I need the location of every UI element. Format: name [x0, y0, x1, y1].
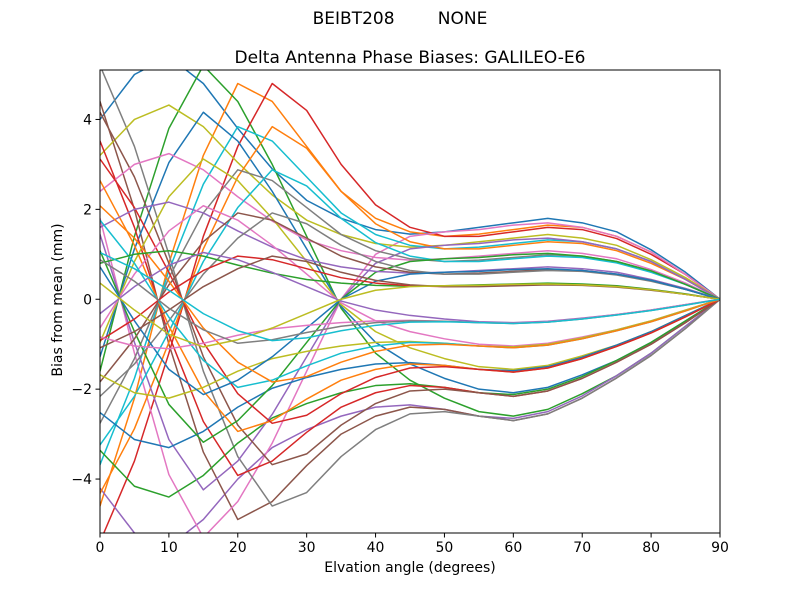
series-line [100, 266, 720, 396]
x-tick-label: 0 [96, 540, 105, 556]
x-tick-label: 10 [160, 540, 178, 556]
series-line [100, 298, 720, 498]
y-tick-label: −4 [71, 472, 92, 488]
axes-title: Delta Antenna Phase Biases: GALILEO-E6 [234, 48, 586, 68]
axes-layer: 0 10 20 30 40 50 60 70 80 90 −4 −2 0 2 4 [71, 69, 729, 556]
x-tick-label: 90 [711, 540, 729, 556]
series-line [100, 205, 720, 383]
x-axis-label: Elvation angle (degrees) [324, 560, 496, 576]
axes-frame [99, 69, 721, 534]
y-tick-label: 0 [83, 292, 92, 308]
series-line [100, 111, 720, 466]
figure-suptitle: BEIBT208 NONE [312, 9, 488, 29]
x-tick-label: 60 [504, 540, 522, 556]
series-line [100, 249, 720, 443]
y-tick-label: −2 [71, 382, 92, 398]
y-tick-label: 2 [83, 202, 92, 218]
series-line [100, 233, 720, 491]
series-line [101, 70, 720, 507]
series-line [100, 217, 720, 533]
series-line [100, 70, 720, 300]
series-line [100, 82, 720, 507]
x-tick-label: 80 [642, 540, 660, 556]
series-line [100, 298, 720, 449]
x-tick-label: 50 [436, 540, 454, 556]
y-axis-label: Bias from mean (mm) [50, 223, 66, 377]
series-lines-layer [100, 70, 720, 533]
series-line [100, 282, 720, 348]
series-line [100, 125, 720, 495]
series-line [100, 140, 720, 477]
y-tick-label: 4 [83, 112, 92, 128]
x-tick-label: 30 [298, 540, 316, 556]
series-line [100, 104, 720, 300]
series-line [100, 158, 720, 425]
series-line [100, 251, 720, 342]
x-tick-label: 40 [367, 540, 385, 556]
series-line [100, 201, 720, 300]
x-tick-label: 20 [229, 540, 247, 556]
series-line [100, 298, 720, 399]
x-tick-label: 70 [573, 540, 591, 556]
series-line [103, 82, 720, 533]
series-line [100, 152, 720, 300]
series-line [100, 212, 720, 398]
series-line [100, 169, 720, 446]
series-line [100, 298, 720, 533]
